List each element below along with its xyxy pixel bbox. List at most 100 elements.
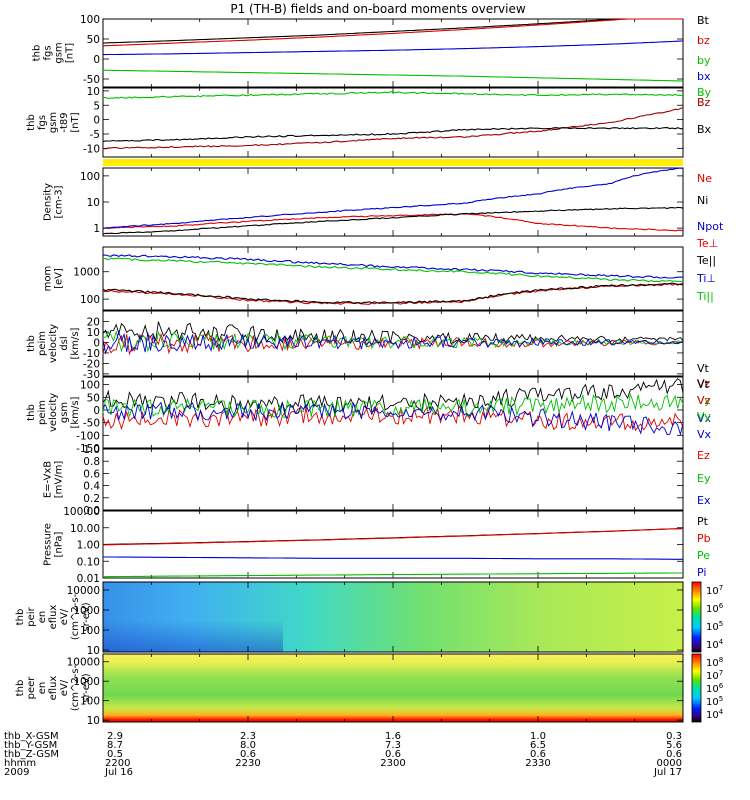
panel-frame [102,376,684,449]
y-tick-label: 0 [93,115,100,127]
legend-entry: Pe [697,549,710,562]
legend-entry: Bx [697,123,712,136]
y-tick-label: 0.8 [83,456,100,468]
y-tick-label: 100 [80,625,100,637]
colorbar-tick-label: 106 [706,602,724,615]
legend-entry: Ex [697,494,711,507]
y-axis-label: thb [15,680,26,697]
y-axis-label: thb [32,45,43,62]
y-axis-label: E=-VxB [43,461,54,498]
x-axis-value: 0.6 [240,749,256,760]
colorbar-tick-label: 108 [706,656,723,669]
y-axis-label: peim [37,331,48,356]
series-line-bx [102,127,684,143]
y-axis-label: eflux [48,605,59,630]
y-axis-label: velocity [48,324,59,363]
series-line-vt [102,321,684,345]
panel-frame [102,18,684,88]
y-tick-label: 100 [80,171,100,183]
x-axis-value: 8.7 [107,740,123,751]
y-axis-label: (cm^2-s- [70,664,81,711]
y-tick-label: 5 [93,100,100,112]
series-line-pe [103,572,683,578]
y-axis-label: gsm [54,42,65,63]
x-axis-table: thb_X-GSMthb_Y-GSMthb_Z-GSMhhmm20092.98.… [4,731,682,778]
y-tick-label: 0.10 [77,556,100,568]
heatmap-fill [103,654,683,722]
legend-entry: By [697,86,712,99]
y-axis-label: thb [26,404,37,421]
y-tick-label: -150 [76,443,100,455]
y-tick-label: 100 [80,14,100,26]
x-axis-value: 8.0 [240,740,256,751]
legend-entry: Vy [697,394,711,407]
y-tick-label: 0 [93,337,100,349]
y-axis-label: eflux [48,676,59,701]
legend-entry: by [697,54,711,67]
colorbar-tick-label: 104 [706,708,724,721]
series-line-npot [102,167,684,230]
x-axis-value: 2.9 [107,731,123,742]
x-axis-row-label: 2009 [4,767,29,778]
y-tick-label: 50 [87,392,100,404]
panel-7: 1.00.80.60.40.20.0 E=-VxB [mV/m] Ez Ey Ex [43,444,711,517]
series-line-bt [102,18,683,44]
y-tick-label: 10000 [67,585,100,597]
x-axis-value: Jul 16 [104,767,133,778]
series-line-te- [102,282,684,304]
panel-frame [102,448,684,511]
legend-entry: Bz [697,96,711,109]
colorbar-tick-label: 104 [706,638,724,651]
y-tick-label: 1000 [73,267,100,279]
y-axis-label: mom [43,266,54,292]
legend-entry: Ti⊥ [696,272,716,285]
x-axis-value: 0.3 [666,731,682,742]
y-tick-label: 0.2 [83,493,100,505]
y-axis-label: (cm^2-s- [70,593,81,640]
x-axis-row-label: hhmm [4,758,36,769]
x-axis-value: 0.6 [530,749,546,760]
x-axis-row-label: thb_X-GSM [4,731,59,742]
y-axis-label: en [37,611,48,624]
series-line-pt [102,527,684,546]
y-axis-label: peim [37,400,48,425]
series-line-bz [102,107,684,150]
y-tick-label: 20 [87,316,100,328]
panel-9: 107 106 105 104 10000 1000 100 10 thb peir en eflux… [15,581,724,657]
x-axis-value: 2230 [235,758,260,769]
series-line-pi [103,556,683,560]
y-tick-label: 10 [87,197,100,209]
colorbar-tick-label: 107 [706,584,723,597]
panel-3: 100 10 1 Density [cm-3] Ne Ni Npot [43,167,724,237]
legend-entry: Npot [697,220,724,233]
legend-entry: Ey [697,472,711,485]
y-tick-label: 0 [93,54,100,66]
y-tick-label: 1 [93,223,100,235]
series-line-by [102,91,684,100]
y-tick-label: 10 [87,715,100,727]
series-line-vx [102,330,684,355]
colorbar-tick-label: 106 [706,682,724,695]
legend-entry: Pb [697,532,711,545]
y-tick-label: 100 [80,294,100,306]
legend-entry: Vx [697,428,712,441]
legend-entry: Ni [697,194,708,207]
legend-entry: Ti|| [696,290,714,303]
y-axis-label: [km/s] [70,396,81,428]
y-axis-label: Pressure [43,523,54,566]
legend-entry: Vx [697,412,712,425]
series-line-pb [102,528,684,546]
y-axis-label: velocity [48,393,59,432]
y-axis-label: -t89 [59,112,70,132]
y-axis-label: [nT] [70,112,81,132]
y-tick-label: -30 [83,369,100,381]
y-tick-label: 0.01 [77,573,100,585]
y-axis-label: [km/s] [70,327,81,359]
x-axis-value: 0.5 [107,749,123,760]
x-axis-row-label: thb_Y-GSM [4,740,57,751]
x-axis-value: 0.6 [666,749,682,760]
y-tick-label: -5 [90,129,100,141]
panel-1: 100 50 0 -50 thb fgs gsm [nT] Bt bz by bx [32,14,711,88]
legend-entry: Ne [697,172,712,185]
y-tick-label: 1.0 [83,444,100,456]
